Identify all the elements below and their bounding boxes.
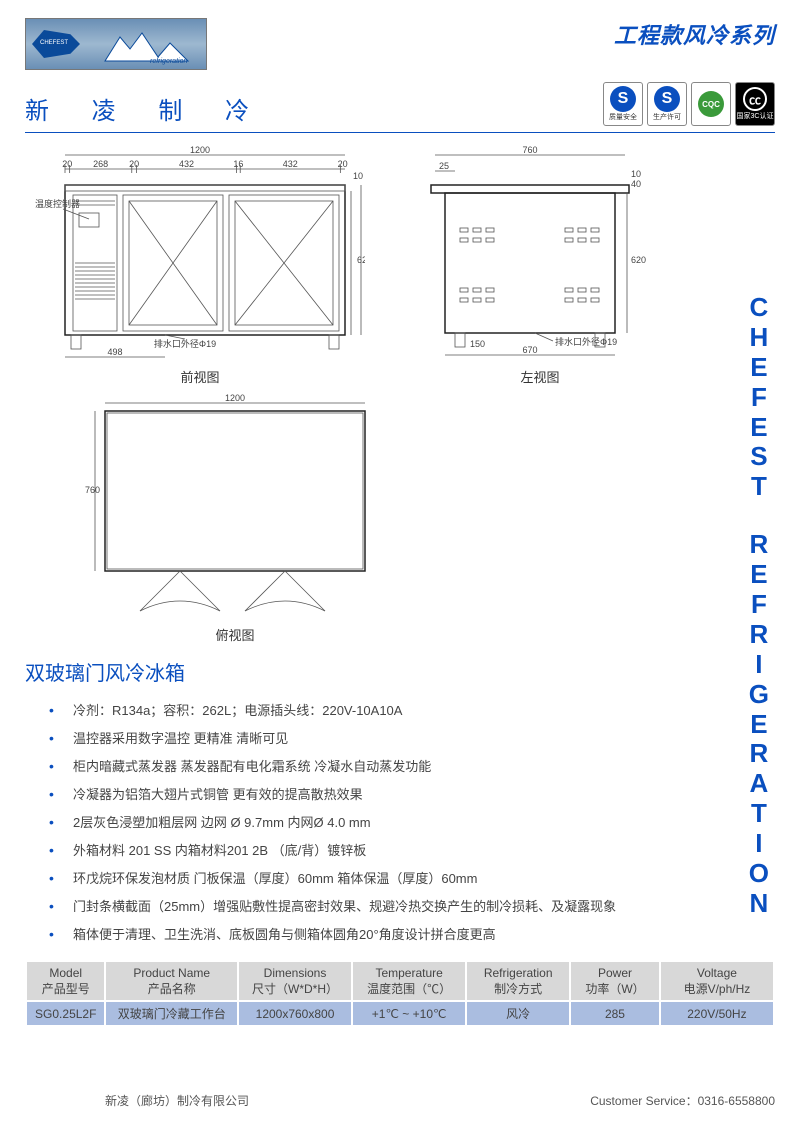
svg-text:温度控制器: 温度控制器	[35, 198, 80, 209]
table-header: Temperature温度范围（℃）	[352, 961, 466, 1001]
badge-label: 质量安全	[609, 112, 637, 122]
product-title: 双玻璃门风冷冰箱	[25, 657, 775, 686]
svg-text:150: 150	[470, 339, 485, 349]
svg-text:20: 20	[338, 159, 348, 169]
svg-text:1200: 1200	[190, 145, 210, 155]
cqc-badge: CQC	[691, 82, 731, 126]
svg-text:10: 10	[353, 171, 363, 181]
footer-company: 新凌（廊坊）制冷有限公司	[25, 1092, 249, 1109]
series-title: 工程款风冷系列	[614, 18, 775, 70]
table-cell: +1℃ ~ +10℃	[352, 1001, 466, 1026]
svg-text:16: 16	[233, 159, 243, 169]
front-view-label: 前视图	[35, 367, 365, 386]
top-view-drawing: 1200 760 俯视图	[85, 391, 385, 644]
left-view-drawing: 760 25	[415, 143, 665, 386]
footer: 新凌（廊坊）制冷有限公司 Customer Service：0316-65588…	[0, 1092, 800, 1109]
svg-text:760: 760	[85, 485, 100, 495]
header: refrigeration 工程款风冷系列	[0, 0, 800, 70]
list-item: 外箱材料 201 SS 内箱材料201 2B （底/背）镀锌板	[73, 836, 775, 864]
list-item: 冷剂：R134a；容积：262L；电源插头线：220V-10A10A	[73, 696, 775, 724]
list-item: 冷凝器为铝箔大翅片式铜管 更有效的提高散热效果	[73, 780, 775, 808]
list-item: 门封条横截面（25mm）增强贴敷性提高密封效果、规避冷热交换产生的制冷损耗、及凝…	[73, 892, 775, 920]
svg-text:670: 670	[522, 345, 537, 355]
front-view-drawing: 1200 20 268 20 432 16 432 20	[35, 143, 365, 386]
table-cell: 双玻璃门冷藏工作台	[105, 1001, 237, 1026]
list-item: 2层灰色浸塑加粗层网 边网 Ø 9.7mm 内网Ø 4.0 mm	[73, 808, 775, 836]
svg-text:排水口外径Φ19: 排水口外径Φ19	[154, 338, 216, 349]
certification-badges: S质量安全 S生产许可 CQC ㏄国家3C认证	[603, 82, 775, 126]
ccc-badge: ㏄国家3C认证	[735, 82, 775, 126]
svg-text:432: 432	[283, 159, 298, 169]
left-view-label: 左视图	[415, 367, 665, 386]
brand-row: 新 凌 制 冷 S质量安全 S生产许可 CQC ㏄国家3C认证	[0, 70, 800, 132]
svg-text:20: 20	[62, 159, 72, 169]
table-header: Refrigeration制冷方式	[466, 961, 570, 1001]
logo-mountain-icon: refrigeration	[100, 29, 200, 65]
svg-text:1200: 1200	[225, 393, 245, 403]
technical-drawings: 1200 20 268 20 432 16 432 20	[25, 143, 685, 643]
svg-text:25: 25	[439, 161, 449, 171]
qs-badge-1: S质量安全	[603, 82, 643, 126]
svg-text:40: 40	[631, 179, 641, 189]
table-cell: 风冷	[466, 1001, 570, 1026]
brand-name: 新 凌 制 冷	[25, 91, 267, 126]
list-item: 柜内暗藏式蒸发器 蒸发器配有电化霜系统 冷凝水自动蒸发功能	[73, 752, 775, 780]
svg-text:20: 20	[129, 159, 139, 169]
table-header: Voltage电源V/ph/Hz	[660, 961, 774, 1001]
svg-text:10: 10	[631, 169, 641, 179]
list-item: 温控器采用数字温控 更精准 清晰可见	[73, 724, 775, 752]
spec-list: 冷剂：R134a；容积：262L；电源插头线：220V-10A10A温控器采用数…	[25, 696, 775, 948]
table-header: Dimensions尺寸（W*D*H）	[238, 961, 352, 1001]
table-header: Power功率（W）	[570, 961, 660, 1001]
list-item: 环戊烷环保发泡材质 门板保温（厚度）60mm 箱体保温（厚度）60mm	[73, 864, 775, 892]
table-cell: SG0.25L2F	[26, 1001, 105, 1026]
company-logo: refrigeration	[25, 18, 207, 70]
logo-fish-icon	[32, 30, 80, 58]
svg-text:排水口外径Φ19: 排水口外径Φ19	[555, 336, 617, 347]
svg-text:refrigeration: refrigeration	[150, 58, 187, 65]
side-brand-text: CHEFEST REFRIGERATION	[749, 293, 772, 919]
footer-service: Customer Service：0316-6558800	[590, 1092, 775, 1109]
svg-text:432: 432	[179, 159, 194, 169]
table-row: SG0.25L2F双玻璃门冷藏工作台1200x760x800+1℃ ~ +10℃…	[26, 1001, 774, 1026]
table-header-row: Model产品型号Product Name产品名称Dimensions尺寸（W*…	[26, 961, 774, 1001]
table-cell: 220V/50Hz	[660, 1001, 774, 1026]
svg-text:498: 498	[107, 347, 122, 357]
svg-text:268: 268	[93, 159, 108, 169]
qs-badge-2: S生产许可	[647, 82, 687, 126]
top-view-label: 俯视图	[85, 625, 385, 644]
badge-label: 生产许可	[653, 112, 681, 122]
spec-table: Model产品型号Product Name产品名称Dimensions尺寸（W*…	[25, 960, 775, 1027]
badge-label: 国家3C认证	[737, 111, 774, 121]
table-cell: 1200x760x800	[238, 1001, 352, 1026]
content: CHEFEST REFRIGERATION 1200 20 268 20 432 16 4…	[0, 133, 800, 1027]
svg-text:760: 760	[522, 145, 537, 155]
table-header: Product Name产品名称	[105, 961, 237, 1001]
table-cell: 285	[570, 1001, 660, 1026]
list-item: 箱体便于清理、卫生洗消、底板圆角与侧箱体圆角20°角度设计拼合度更高	[73, 920, 775, 948]
svg-text:620: 620	[631, 255, 646, 265]
table-header: Model产品型号	[26, 961, 105, 1001]
